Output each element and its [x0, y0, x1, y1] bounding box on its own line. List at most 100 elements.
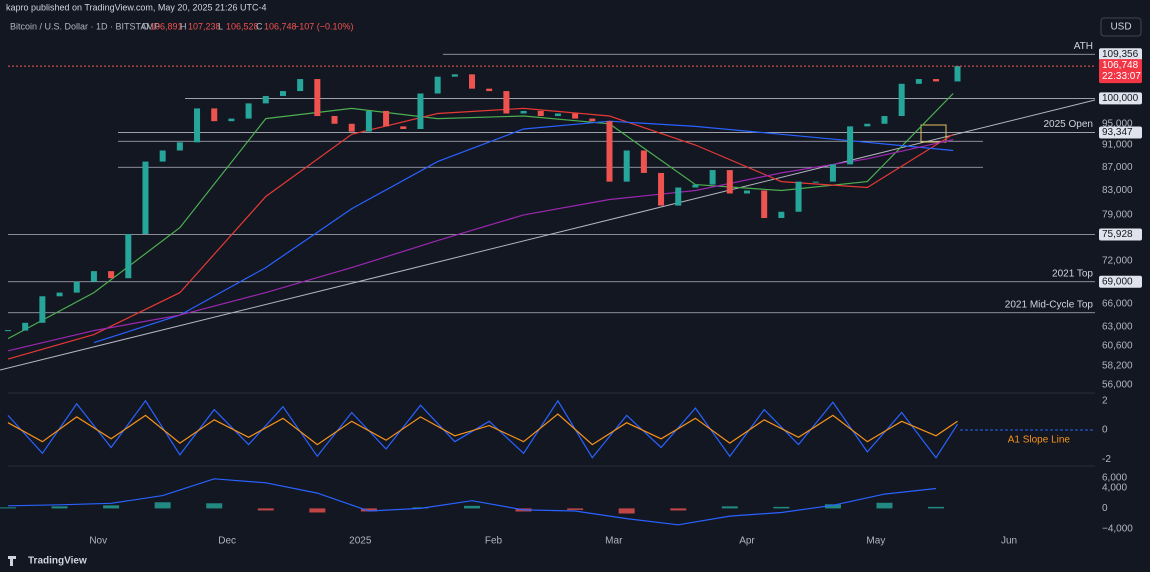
- x-tick-label: Feb: [485, 536, 503, 547]
- ohlc-key: O: [142, 21, 149, 31]
- ohlc-key: C: [256, 21, 263, 31]
- histogram-bar: [773, 506, 790, 509]
- candle: [279, 91, 286, 96]
- level-tag-label: 93,347: [1102, 127, 1133, 138]
- last-price-tag: [1099, 59, 1142, 84]
- histogram-bar: [721, 506, 738, 509]
- candle: [314, 79, 321, 117]
- candle: [709, 170, 716, 185]
- candle: [847, 126, 854, 165]
- series-line: [7, 413, 958, 446]
- ohlc-value: 106,748: [264, 21, 297, 31]
- candle: [692, 184, 699, 188]
- histogram-bar: [618, 508, 635, 514]
- candle: [262, 95, 269, 104]
- level-label: 2021 Mid-Cycle Top: [1005, 299, 1094, 310]
- y-tick-label: 56,000: [1102, 380, 1133, 391]
- level-tag: [1099, 92, 1142, 105]
- y-tick-label: 60,600: [1102, 341, 1133, 352]
- candle: [623, 150, 630, 182]
- level-tag-label: 75,928: [1102, 229, 1133, 240]
- candle: [417, 93, 424, 129]
- histogram-bar: [464, 505, 481, 509]
- candle: [142, 161, 149, 235]
- candle: [658, 172, 665, 206]
- last-price-label: 106,748: [1102, 60, 1139, 71]
- y-tick-label: -2: [1102, 454, 1111, 465]
- candle: [640, 150, 647, 173]
- candle: [829, 164, 836, 182]
- y-tick-label: 4,000: [1102, 483, 1127, 494]
- ohlc-value: 106,528: [226, 21, 259, 31]
- series-label: A1 Slope Line: [1008, 435, 1071, 446]
- histogram-bar: [360, 508, 377, 512]
- level-tag: [1099, 275, 1142, 288]
- level-tag: [1099, 126, 1142, 139]
- candle: [537, 110, 544, 117]
- candle: [245, 103, 252, 119]
- y-tick-label: 95,000: [1102, 118, 1133, 129]
- currency[interactable]: USD: [1110, 22, 1131, 33]
- x-tick-label: Mar: [605, 536, 623, 547]
- candle: [554, 113, 561, 117]
- candle: [589, 118, 596, 122]
- x-tick-label: May: [866, 536, 885, 547]
- level-label: ATH: [1074, 41, 1093, 52]
- y-tick-label: 83,000: [1102, 185, 1133, 196]
- ohlc-key: L: [218, 21, 223, 31]
- y-tick-label: 58,200: [1102, 360, 1133, 371]
- candle: [606, 121, 613, 182]
- currency-button[interactable]: [1100, 17, 1142, 37]
- candle: [451, 74, 458, 77]
- series-line: [93, 120, 954, 344]
- histogram-bar: [928, 506, 945, 509]
- level-label: 2025 Open: [1044, 119, 1094, 130]
- x-tick-label: Dec: [218, 536, 236, 547]
- y-tick-label: 91,000: [1102, 140, 1133, 151]
- candle: [194, 108, 201, 143]
- candle: [675, 187, 682, 206]
- y-tick-label: 87,000: [1102, 162, 1133, 173]
- histogram-bar: [0, 507, 16, 509]
- candle: [159, 150, 166, 162]
- candle: [90, 271, 97, 282]
- candle: [211, 108, 218, 122]
- level-tag: [1099, 48, 1142, 61]
- histogram-bar: [206, 503, 223, 509]
- candle: [73, 281, 80, 293]
- candle: [22, 322, 29, 331]
- candle: [743, 190, 750, 194]
- candle: [125, 234, 132, 279]
- y-tick-label: 6,000: [1102, 472, 1127, 483]
- candle: [933, 79, 940, 82]
- candle: [503, 91, 510, 114]
- candle: [898, 83, 905, 117]
- change: −107 (−0.10%): [294, 21, 354, 31]
- candle: [864, 123, 871, 127]
- candle: [331, 116, 338, 124]
- candle: [434, 76, 441, 94]
- candle: [954, 66, 961, 82]
- highlight-box: [920, 124, 947, 143]
- candle: [761, 190, 768, 219]
- candle: [400, 126, 407, 129]
- x-tick-label: Jun: [1001, 536, 1017, 547]
- y-tick-label: 0: [1102, 425, 1108, 436]
- candle: [348, 123, 355, 132]
- ohlc-value: 106,891: [150, 21, 183, 31]
- x-tick-label: Nov: [89, 536, 107, 547]
- series-line: [7, 139, 954, 352]
- brand: TradingView: [28, 556, 87, 567]
- y-tick-label: 2: [1102, 395, 1108, 406]
- brand-logo: [8, 556, 16, 566]
- candle: [56, 292, 63, 297]
- candle: [726, 170, 733, 194]
- candle: [176, 142, 183, 151]
- y-tick-label: −4,000: [1102, 523, 1133, 534]
- level-tag: [1099, 228, 1142, 241]
- candle: [915, 79, 922, 84]
- histogram-bar: [154, 502, 171, 509]
- histogram-bar: [567, 508, 584, 510]
